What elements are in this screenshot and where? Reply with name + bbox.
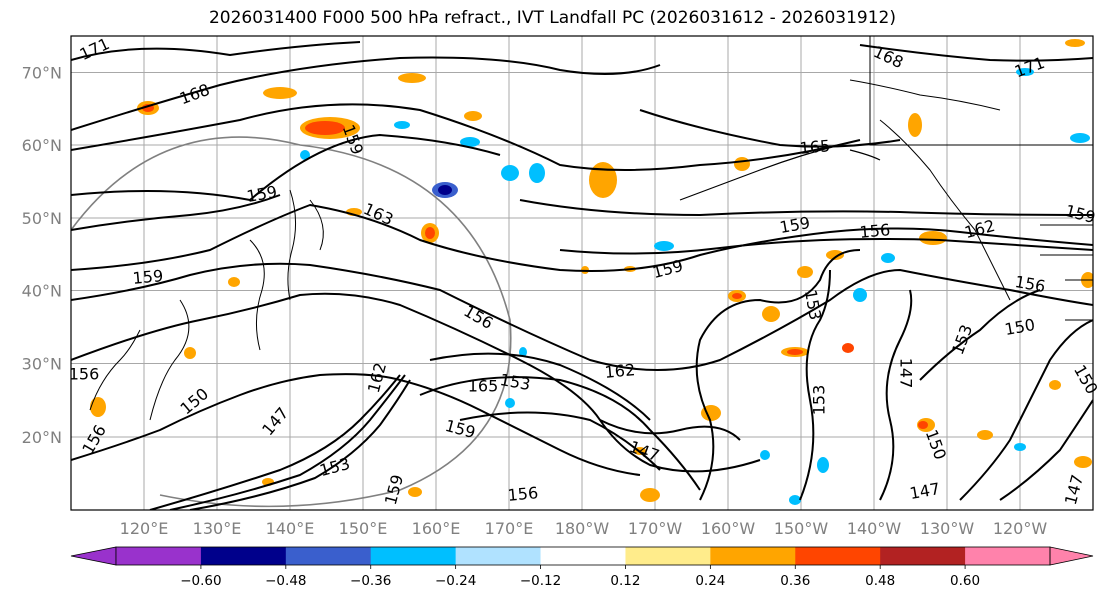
colorbar-tick-label: −0.60 [180,573,221,589]
contour-label: 156 [859,220,891,242]
colorbar-tick-label: −0.48 [265,573,306,589]
colorbar-tick-label: 0.24 [695,573,725,589]
lon-label: 150°E [339,519,388,538]
colorbar-tick-label: −0.36 [350,573,391,589]
colorbar-segment [540,547,626,565]
colorbar-segment [965,547,1051,565]
colorbar-segment [880,547,966,565]
lat-label: 30°N [22,355,62,374]
colorbar-tick-label: 0.48 [865,573,895,589]
colorbar-segment [455,547,542,565]
aleutian-coast [679,144,881,201]
colorbar-segment [795,547,881,565]
colorbar-segment [370,547,457,565]
lon-label: 120°E [120,519,169,538]
colorbar-tick-label: 0.60 [950,573,980,589]
colorbar-segment [200,547,287,565]
colorbar-extend-min [70,546,117,566]
lon-label: 140°E [266,519,315,538]
great-circle-arc [71,136,512,508]
colorbar-extend-max [1049,546,1094,566]
colorbar-segment [116,547,202,565]
lon-label: 130°W [920,519,975,538]
lon-label: 170°E [485,519,534,538]
contour-label: 156 [69,365,100,384]
map-title: 2026031400 F000 500 hPa refract., IVT La… [208,8,896,28]
lat-label: 70°N [22,64,62,83]
lon-label: 140°W [847,519,902,538]
lon-label: 150°W [774,519,829,538]
lon-label: 180°W [555,519,610,538]
latitude-labels: 70°N 60°N 50°N 40°N 30°N 20°N [22,64,62,448]
colorbar-tick-label: −0.24 [435,573,476,589]
lon-label: 120°W [993,519,1048,538]
colorbar-tick-label: 0.12 [610,573,640,589]
contour-label: 162 [604,360,636,382]
contour-label: 159 [132,266,164,288]
colorbar-tick-label: 0.36 [780,573,810,589]
contour-label: 153 [810,385,829,416]
contour-label: 147 [897,358,916,389]
colorbar-tick-label: −0.12 [520,573,561,589]
colorbar-segment [285,547,372,565]
lat-label: 20°N [22,428,62,447]
lat-label: 60°N [22,136,62,155]
refractivity-contours [71,41,1093,510]
colorbar-segment [710,547,796,565]
lat-label: 50°N [22,209,62,228]
map-border [70,35,1094,511]
longitude-labels: 120°E 130°E 140°E 150°E 160°E 170°E 180°W 170°W… [120,519,1048,538]
contour-label: 165 [468,377,499,396]
coastlines [89,36,1093,421]
lat-label: 40°N [22,282,62,301]
lon-label: 170°W [628,519,683,538]
colorbar: −0.60 −0.48 −0.36 −0.24 −0.12 0.12 0.24 0.36 0.4… [70,546,1094,589]
lon-label: 160°W [701,519,756,538]
colorbar-segment [625,547,711,565]
contour-label: 156 [507,483,539,505]
contour-label: 165 [799,136,831,158]
lon-label: 130°E [193,519,242,538]
lon-label: 160°E [412,519,461,538]
